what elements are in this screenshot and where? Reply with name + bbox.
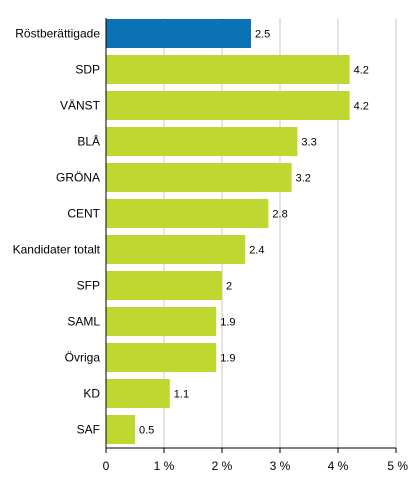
- bars: [106, 19, 350, 444]
- data-label: 3.3: [301, 137, 316, 149]
- bar: [106, 343, 217, 372]
- bar: [106, 19, 251, 48]
- x-tick-label: 1 %: [154, 459, 175, 473]
- data-label: 2.4: [249, 245, 264, 257]
- bar: [106, 235, 246, 264]
- bar: [106, 127, 298, 156]
- category-label: SFP: [77, 279, 100, 293]
- category-label: Övriga: [65, 351, 101, 365]
- data-label: 4.2: [354, 65, 369, 77]
- data-label: 0.5: [139, 425, 154, 437]
- x-tick-label: 0: [103, 459, 110, 473]
- bar: [106, 199, 269, 228]
- bar: [106, 379, 170, 408]
- bar: [106, 55, 350, 84]
- data-label: 2.5: [255, 29, 270, 41]
- data-label: 1.1: [174, 389, 189, 401]
- gridlines: [163, 18, 397, 448]
- data-label: 1.9: [220, 317, 235, 329]
- category-label: VÄNST: [60, 99, 101, 113]
- data-label: 4.2: [354, 101, 369, 113]
- x-tick-label: 5 %: [387, 459, 408, 473]
- category-label: SDP: [75, 63, 100, 77]
- data-label: 1.9: [220, 353, 235, 365]
- bar: [106, 163, 292, 192]
- x-tick-label: 3 %: [270, 459, 291, 473]
- bar: [106, 307, 217, 336]
- bar: [106, 415, 135, 444]
- labels: 2.5 Röstberättigade 4.2 SDP 4.2 VÄNST 3.3 BLÅ 3.…: [13, 27, 369, 437]
- bar: [106, 91, 350, 120]
- x-tick-label: 2 %: [212, 459, 233, 473]
- bar: [106, 271, 222, 300]
- x-tick-label: 4 %: [328, 459, 349, 473]
- category-label: SAML: [67, 315, 100, 329]
- category-label: Kandidater totalt: [13, 243, 101, 257]
- data-label: 2.8: [272, 209, 287, 221]
- category-label: SAF: [77, 423, 100, 437]
- category-label: Röstberättigade: [15, 27, 100, 41]
- data-label: 3.2: [296, 173, 311, 185]
- category-label: BLÅ: [77, 134, 100, 149]
- category-label: KD: [83, 387, 100, 401]
- category-label: GRÖNA: [56, 171, 100, 185]
- data-label: 2: [226, 281, 232, 293]
- category-label: CENT: [67, 207, 100, 221]
- x-axis: 0 1 % 2 % 3 % 4 % 5 %: [103, 18, 408, 473]
